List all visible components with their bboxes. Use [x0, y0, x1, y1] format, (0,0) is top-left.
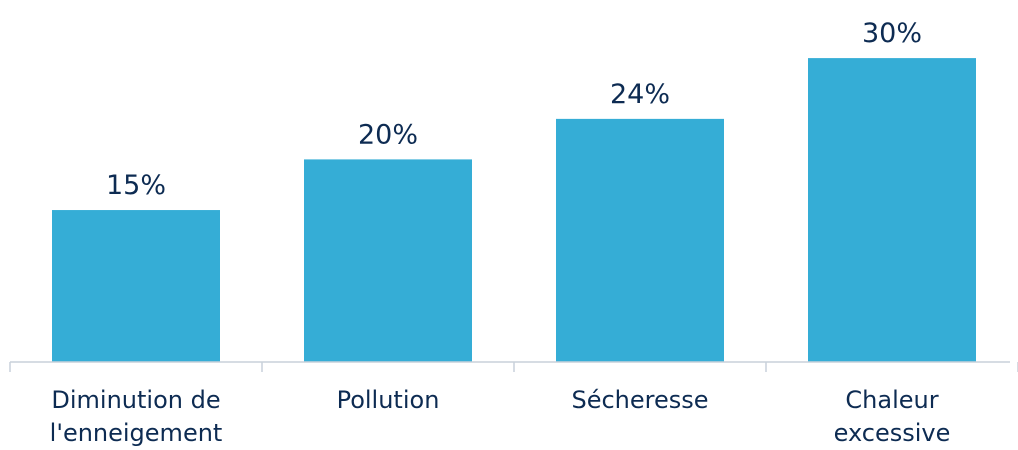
category-label-line: excessive — [834, 419, 951, 446]
bars-layer — [52, 58, 976, 362]
bar — [808, 58, 976, 362]
value-label: 15% — [106, 170, 166, 201]
bar — [52, 210, 220, 362]
bar — [556, 118, 724, 362]
value-label: 20% — [358, 119, 418, 150]
category-label-line: Chaleur — [845, 386, 938, 414]
category-label-line: Pollution — [337, 386, 440, 414]
category-labels-layer: Diminution de l'enneigement Pollution Séche… — [50, 386, 951, 447]
value-labels-layer: 15% 20% 24% 30% — [106, 18, 922, 201]
category-label: Chaleur excessive — [834, 386, 951, 446]
category-label: Diminution de l'enneigement — [50, 386, 223, 446]
category-label-line: Diminution de — [51, 386, 220, 414]
value-label: 24% — [610, 79, 670, 110]
category-label-line: Sécheresse — [571, 386, 708, 414]
category-label-line: l'enneigement — [50, 419, 223, 446]
bar — [304, 159, 472, 362]
category-label: Sécheresse — [571, 386, 708, 414]
value-label: 30% — [862, 18, 922, 49]
category-label: Pollution — [337, 386, 440, 414]
x-axis — [9, 361, 1018, 372]
